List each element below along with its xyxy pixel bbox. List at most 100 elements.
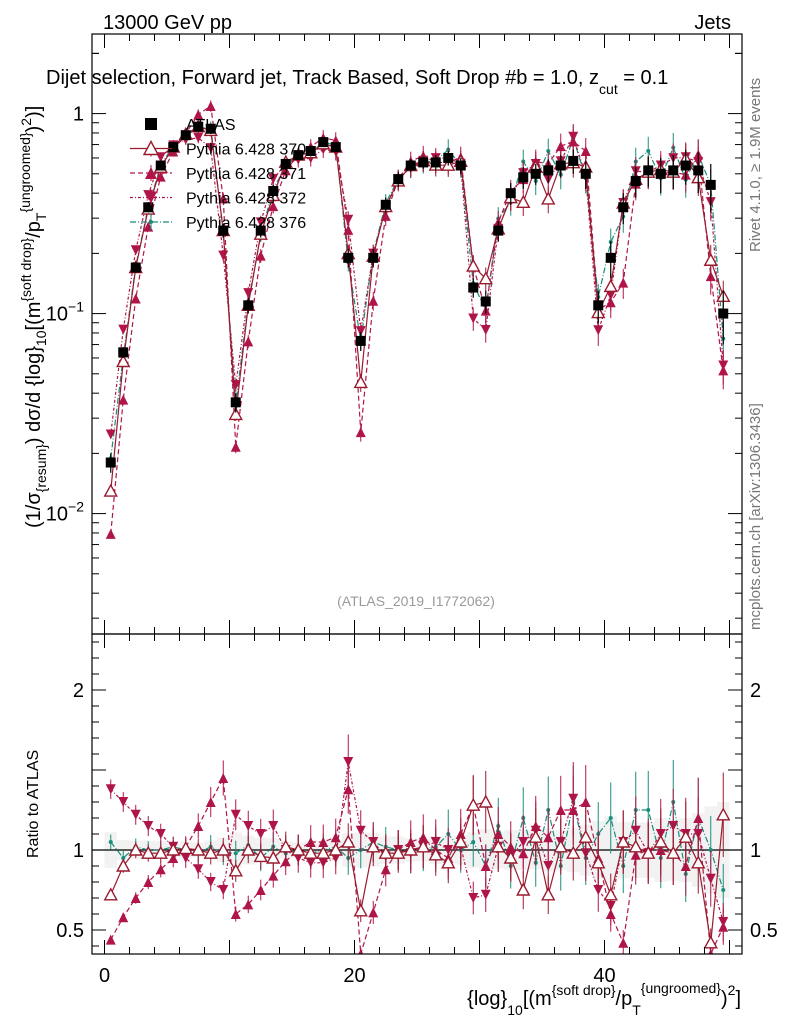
series-370-point <box>703 252 718 266</box>
ratio-plot-frame <box>91 633 743 955</box>
series-370-ratio-point <box>466 797 481 811</box>
series-372-ratio-point <box>268 821 279 831</box>
atlas-data-point <box>355 335 366 346</box>
series-376-ratio-point <box>471 840 476 844</box>
ratio-tick-label: 0.5 <box>56 920 84 942</box>
series-370-ratio-point <box>341 834 356 848</box>
atlas-data-point <box>430 157 441 168</box>
atlas-data-point <box>268 186 279 197</box>
series-372-point <box>218 250 229 261</box>
series-372-ratio-point <box>468 893 479 903</box>
series-370-line <box>110 126 724 492</box>
series-371-ratio-point <box>118 912 129 923</box>
series-370-ratio-point <box>666 845 681 859</box>
legend-label: Pythia 6.428 372 <box>186 191 306 208</box>
series-372-ratio-point <box>255 829 266 839</box>
title-main: Dijet selection, Forward jet, Track Base… <box>46 67 527 89</box>
atlas-data-point <box>618 202 629 213</box>
title-rest: = 0.1 <box>618 67 669 89</box>
atlas-data-point <box>705 179 716 190</box>
series-371-ratio-point <box>368 907 379 918</box>
series-372-point <box>130 245 141 256</box>
atlas-data-point <box>393 174 404 185</box>
series-371-point <box>243 336 254 347</box>
atlas-data-point <box>330 142 341 153</box>
atlas-data-point <box>593 300 604 311</box>
atlas-data-point <box>243 300 254 311</box>
atlas-data-point <box>168 142 179 153</box>
series-370-ratio-point <box>141 845 156 859</box>
main-plot-series <box>103 100 731 539</box>
legend-marker <box>145 191 157 204</box>
series-371-point <box>355 427 366 438</box>
series-371-ratio-point <box>555 805 566 815</box>
atlas-data-point <box>293 150 304 161</box>
title-sub: cut <box>599 81 618 97</box>
atlas-data-point <box>693 165 704 176</box>
series-370-ratio-point <box>128 842 143 856</box>
series-371-ratio-point <box>130 893 141 903</box>
series-371-point <box>618 277 629 288</box>
series-370-point <box>516 194 531 209</box>
series-371-ratio-point <box>480 861 491 871</box>
series-372-ratio-point <box>105 784 116 795</box>
series-372-ratio-point <box>193 864 204 875</box>
series-371-ratio-point <box>255 885 266 895</box>
series-370-point <box>466 258 481 272</box>
legend-marker <box>149 220 153 224</box>
series-370-ratio-point <box>153 845 168 859</box>
series-370-ratio-point <box>578 829 593 843</box>
series-370-point <box>353 374 368 389</box>
series-376-ratio-point <box>708 848 713 852</box>
series-376-ratio-point <box>108 840 113 844</box>
atlas-data-point <box>255 225 266 236</box>
series-371-ratio-point <box>218 773 229 783</box>
series-370-ratio-point <box>528 829 543 843</box>
legend-label: Pythia 6.428 370 <box>186 142 306 159</box>
series-371-ratio-point <box>143 877 154 887</box>
ratio-tick-label-right: 2 <box>750 680 761 702</box>
series-371-ratio-point <box>580 797 591 807</box>
series-370-ratio-point <box>266 850 281 864</box>
series-370-ratio-point <box>391 845 406 859</box>
series-371-point <box>130 293 141 304</box>
series-370-point <box>603 278 618 293</box>
series-372-ratio-point <box>480 889 491 900</box>
series-371-point <box>205 100 216 111</box>
series-371-ratio-point <box>105 934 116 945</box>
atlas-data-point <box>130 262 141 273</box>
series-370-ratio-point <box>241 842 256 856</box>
atlas-data-point <box>280 158 291 169</box>
series-370-point <box>116 354 131 368</box>
series-371-ratio-point <box>358 949 364 954</box>
series-371-ratio-point <box>230 909 241 919</box>
y-tick-label: 10−1 <box>46 299 84 326</box>
series-371-ratio-point <box>568 805 579 815</box>
atlas-data-point <box>643 165 654 176</box>
series-372-point <box>118 324 129 335</box>
y-axis-label: (1/σ{resum}) dσ/d {log}10[(m{soft drop}/… <box>17 106 49 528</box>
series-370-ratio-point <box>291 842 306 856</box>
series-372-ratio-point <box>243 821 254 831</box>
side-text-rivet: Rivet 4.1.0, ≥ 1.9M events <box>747 78 764 252</box>
series-372-ratio-point <box>155 829 166 839</box>
atlas-data-point <box>455 160 466 171</box>
series-371-ratio-point <box>693 813 704 823</box>
series-370-ratio-point <box>541 887 556 901</box>
series-370-ratio-point <box>566 845 581 859</box>
ratio-tick-label-right: 0.5 <box>750 920 778 942</box>
series-372-point <box>355 326 366 337</box>
atlas-data-point <box>118 347 129 358</box>
atlas-data-point <box>580 168 591 179</box>
series-370-ratio-point <box>553 839 568 853</box>
atlas-data-point <box>380 199 391 210</box>
series-371-point <box>568 136 579 147</box>
series-371-ratio-point <box>618 937 629 948</box>
atlas-data-point <box>443 152 454 163</box>
atlas-data-point <box>530 168 541 179</box>
series-370-ratio-point <box>591 855 606 869</box>
x-tick-label: 0 <box>99 965 110 987</box>
legend-label: Pythia 6.428 376 <box>186 215 306 232</box>
atlas-data-point <box>105 457 116 468</box>
